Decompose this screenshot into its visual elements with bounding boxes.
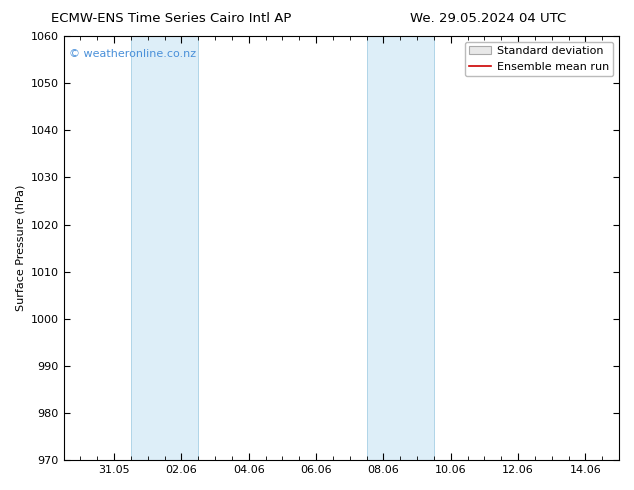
Text: © weatheronline.co.nz: © weatheronline.co.nz — [69, 49, 196, 59]
Bar — [366, 36, 434, 460]
Y-axis label: Surface Pressure (hPa): Surface Pressure (hPa) — [15, 185, 25, 311]
Text: We. 29.05.2024 04 UTC: We. 29.05.2024 04 UTC — [410, 12, 566, 25]
Text: ECMW-ENS Time Series Cairo Intl AP: ECMW-ENS Time Series Cairo Intl AP — [51, 12, 292, 25]
Legend: Standard deviation, Ensemble mean run: Standard deviation, Ensemble mean run — [465, 42, 614, 76]
Bar — [131, 36, 198, 460]
